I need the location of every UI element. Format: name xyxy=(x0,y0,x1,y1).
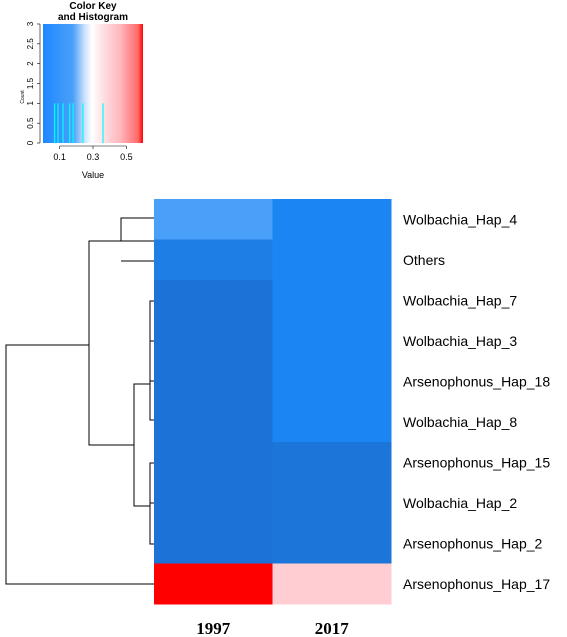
y-tick-label: 1.5 xyxy=(26,77,35,89)
y-tick-label: 2 xyxy=(26,61,35,66)
row-label: Arsenophonus_Hap_18 xyxy=(403,373,550,389)
row-label: Wolbachia_Hap_2 xyxy=(403,495,517,511)
heatmap-cell xyxy=(272,280,392,321)
y-tick-label: 1 xyxy=(26,101,35,106)
color-key-x-label: Value xyxy=(82,170,104,180)
y-tick-label: 0 xyxy=(26,140,35,145)
row-labels: Wolbachia_Hap_4 Others Wolbachia_Hap_7 Wolb… xyxy=(403,211,550,592)
color-key-x-axis: 0.1 0.3 0.5 xyxy=(53,145,133,162)
dendrogram-branch xyxy=(120,217,154,242)
heatmap-cell xyxy=(272,239,392,281)
heatmap-cell xyxy=(272,523,392,564)
heatmap-cell xyxy=(272,320,392,362)
color-key-y-axis: 0 0.5 1 1.5 2 2.5 3 xyxy=(26,21,41,145)
row-label: Others xyxy=(403,252,445,268)
heatmap-cell xyxy=(154,320,273,362)
heatmap-cell xyxy=(154,280,273,321)
row-label: Arsenophonus_Hap_17 xyxy=(403,576,550,592)
color-key-histogram xyxy=(54,103,104,143)
column-labels: 1997 2017 xyxy=(196,619,349,637)
heatmap-cell xyxy=(154,401,273,443)
dendrogram-branch xyxy=(149,300,154,421)
heatmap-cell xyxy=(272,442,392,483)
heatmap-cell xyxy=(154,523,273,564)
column-label: 1997 xyxy=(196,619,231,637)
color-key-subtitle: and Histogram xyxy=(58,12,128,23)
dendrogram-branch xyxy=(88,240,134,446)
row-label: Wolbachia_Hap_8 xyxy=(403,414,517,430)
heatmap-cell xyxy=(154,442,273,483)
row-label: Wolbachia_Hap_3 xyxy=(403,333,517,349)
heatmap-cell xyxy=(154,199,273,240)
y-tick-label: 2.5 xyxy=(26,38,35,50)
heatmap-cell xyxy=(154,361,273,402)
color-key-y-label: Count xyxy=(20,90,26,104)
heatmap-cell xyxy=(154,482,273,524)
column-label: 2017 xyxy=(315,619,350,637)
y-tick-label: 3 xyxy=(26,21,35,26)
dendrogram-branch xyxy=(5,344,154,585)
heatmap-cell xyxy=(154,239,273,281)
heatmap-cell xyxy=(272,563,392,605)
color-key-title: Color Key xyxy=(69,1,117,12)
row-label: Wolbachia_Hap_4 xyxy=(403,211,517,227)
heatmap-cells xyxy=(154,199,392,605)
color-key: Color Key and Histogram 0 0.5 1 1.5 2 2.5 3 0.… xyxy=(20,1,143,180)
row-label: Arsenophonus_Hap_2 xyxy=(403,535,543,551)
heatmap-cell xyxy=(272,401,392,443)
x-tick-label: 0.1 xyxy=(53,152,66,162)
row-dendrogram xyxy=(5,217,154,585)
dendrogram-branch xyxy=(133,383,150,507)
x-tick-label: 0.3 xyxy=(87,152,100,162)
x-tick-label: 0.5 xyxy=(120,152,133,162)
heatmap-cell xyxy=(272,482,392,524)
row-label: Arsenophonus_Hap_15 xyxy=(403,454,550,470)
heatmap-cell xyxy=(272,199,392,240)
row-label: Wolbachia_Hap_7 xyxy=(403,292,517,308)
y-tick-label: 0.5 xyxy=(26,117,35,129)
color-key-gradient xyxy=(43,24,143,143)
heatmap-cell xyxy=(154,563,273,605)
heatmap-cell xyxy=(272,361,392,402)
